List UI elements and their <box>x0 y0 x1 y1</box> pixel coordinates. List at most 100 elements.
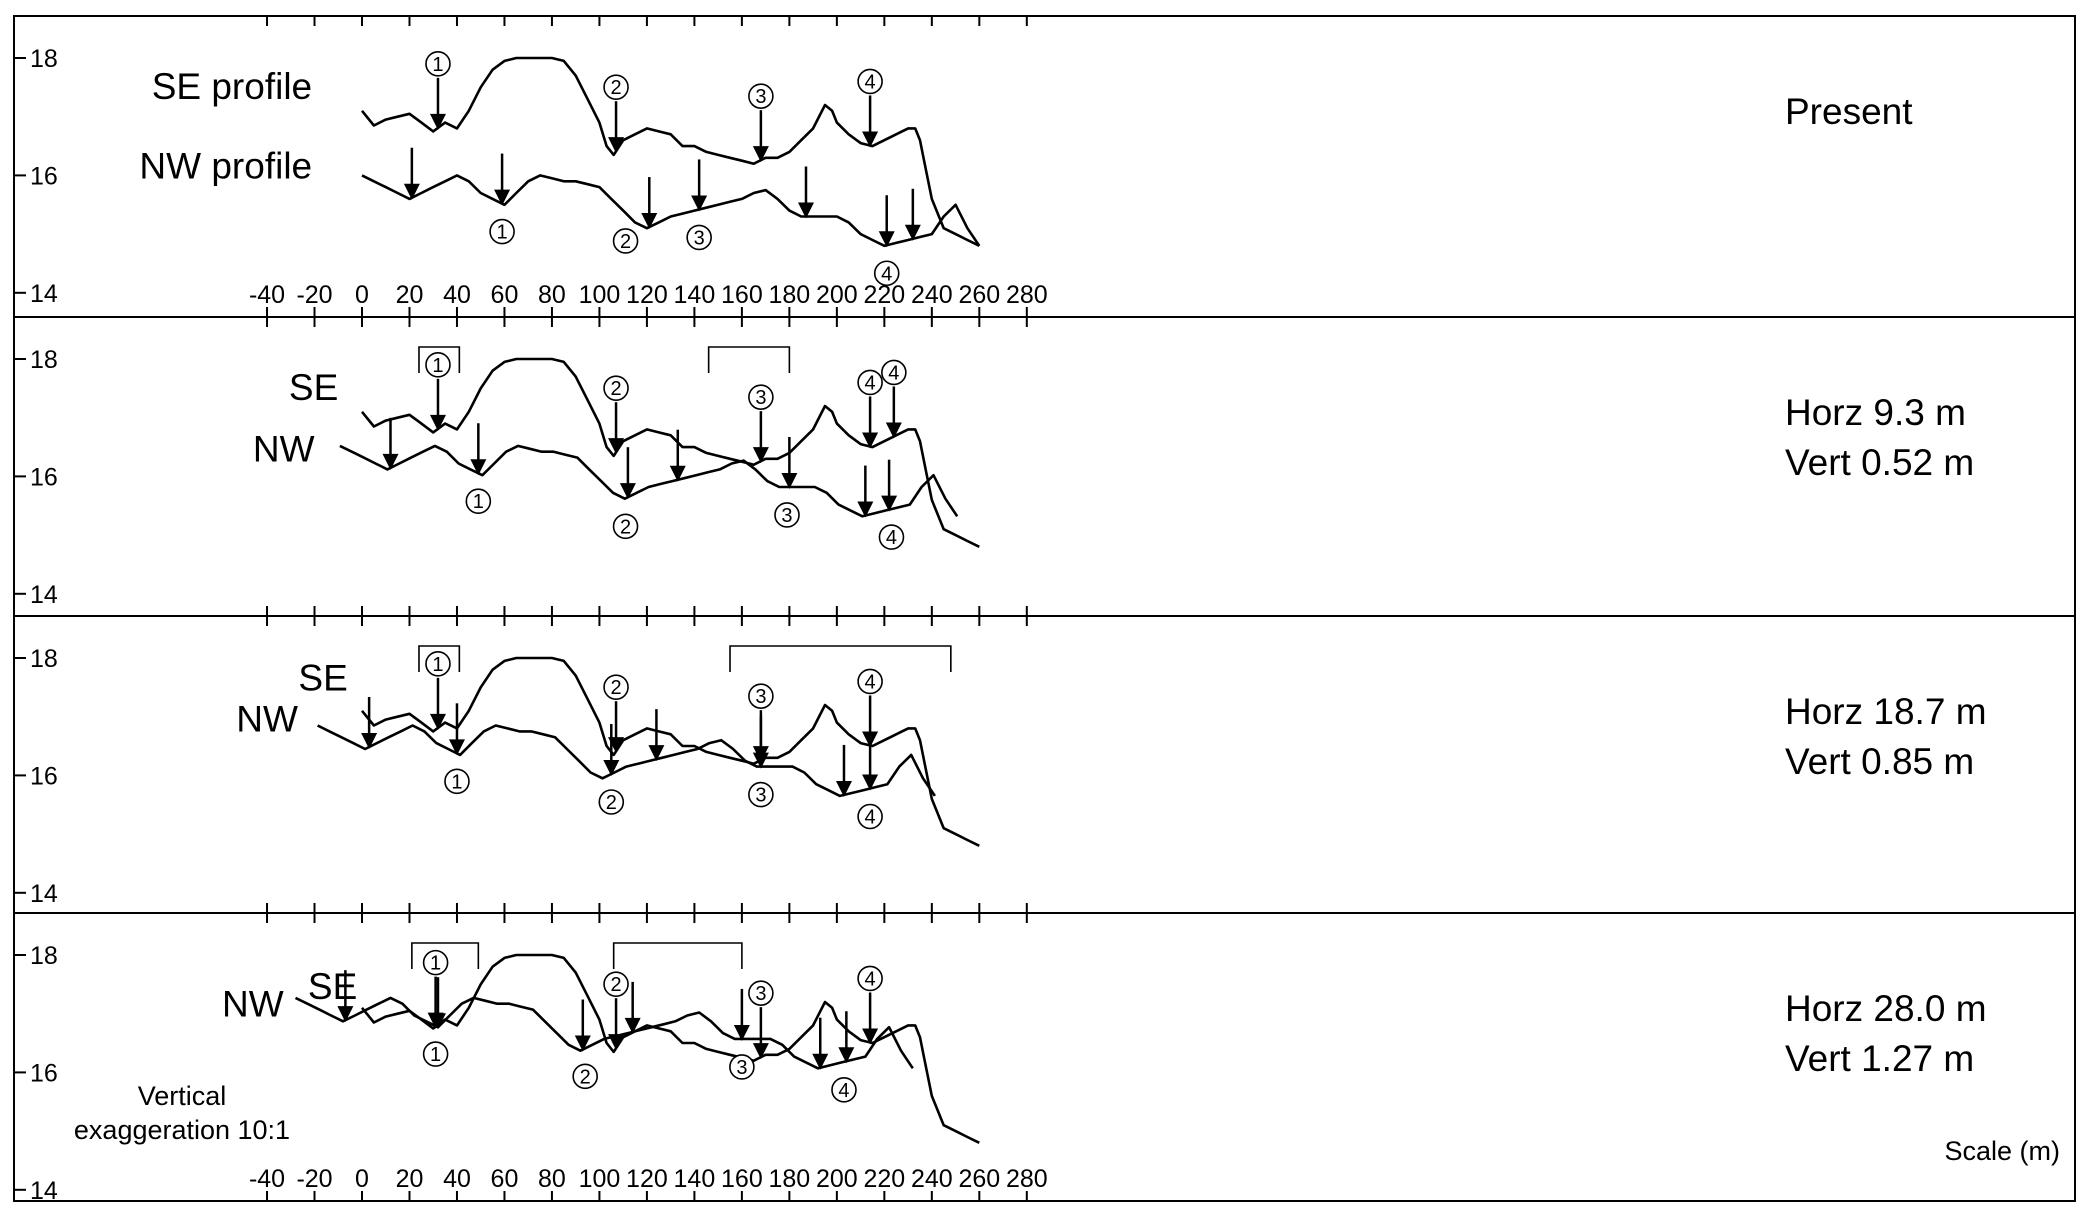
nw-arrow-1-head <box>403 183 420 200</box>
curve-label-nw: NW <box>236 698 298 739</box>
curve-label-nw: NW <box>253 429 315 470</box>
se-marker-label-2-number: 2 <box>610 77 621 99</box>
panel-offset-label: Present <box>1785 91 1913 132</box>
se-marker-label-1-number: 1 <box>430 953 441 975</box>
se-profile-line <box>360 56 980 247</box>
nw-marker-label-4: 4 <box>831 1077 857 1103</box>
curve-label-se: SE <box>289 367 338 408</box>
nw-marker-label-4: 4 <box>873 260 900 287</box>
se-profile-line <box>360 357 980 548</box>
x-tick-label: 100 <box>579 281 621 309</box>
nw-profile-line <box>361 174 981 248</box>
x-tick-label: 0 <box>355 281 369 309</box>
x-tick-label: 160 <box>721 281 763 309</box>
x-tick-label: -20 <box>296 281 332 309</box>
nw-marker-label-4-circle <box>831 1077 857 1103</box>
nw-marker-label-3: 3 <box>686 224 712 251</box>
nw-marker-label-2-number: 2 <box>606 792 617 814</box>
nw-arrow-5-head <box>733 1024 750 1041</box>
se-marker-label-5: 4 <box>881 359 907 386</box>
se-marker-label-4-circle <box>857 369 883 396</box>
x-tick-label: 40 <box>443 281 471 309</box>
se-marker-label-4: 4 <box>857 68 883 95</box>
nw-arrow-2 <box>494 153 511 206</box>
curve-label-se-profile: SE profile <box>152 66 312 107</box>
nw-arrow-6-head <box>857 501 874 518</box>
nw-arrow-5-head <box>781 472 798 489</box>
nw-arrow-6 <box>812 1017 829 1070</box>
nw-arrow-2-head <box>429 1013 446 1030</box>
y-tick-label: 18 <box>30 346 58 374</box>
se-marker-label-2-number: 2 <box>610 974 621 996</box>
x-tick-label: 120 <box>626 1165 668 1193</box>
nw-arrow-1-head <box>361 732 378 749</box>
nw-marker-label-1-circle <box>465 488 492 515</box>
nw-arrow-3 <box>619 447 636 500</box>
se-marker-label-2: 2 <box>603 971 629 997</box>
se-arrow-3 <box>752 110 769 163</box>
y-tick-label: 16 <box>30 162 58 190</box>
se-marker-label-2-circle <box>603 74 629 100</box>
x-tick-label: -40 <box>249 1165 285 1193</box>
nw-arrow-4-head <box>691 195 708 212</box>
nw-marker-label-3-circle <box>774 502 800 528</box>
curve-label-nw-profile: NW profile <box>139 145 312 186</box>
nw-arrow-7 <box>881 459 898 512</box>
se-marker-label-1: 1 <box>425 651 451 677</box>
se-arrow-4 <box>862 992 879 1045</box>
y-tick-label: 16 <box>30 762 58 790</box>
nw-arrow-2 <box>470 423 487 476</box>
nw-arrow-1 <box>361 696 378 749</box>
nw-marker-label-4-circle <box>857 803 883 830</box>
x-tick-label: 220 <box>863 1165 905 1193</box>
nw-marker-label-4-number: 4 <box>886 527 897 549</box>
panel-offset-label: Vert 1.27 m <box>1785 1038 1974 1079</box>
se-arrow-4-head <box>862 1028 879 1045</box>
panel-offset-label: Horz 28.0 m <box>1785 988 1987 1029</box>
nw-arrow-7-head <box>881 495 898 512</box>
y-tick-label: 14 <box>30 1177 58 1205</box>
nw-arrow-4-head <box>648 745 665 762</box>
se-arrow-2 <box>608 998 625 1051</box>
x-tick-label: 60 <box>491 1165 519 1193</box>
x-tick-label: 0 <box>355 1165 369 1193</box>
se-marker-label-1: 1 <box>425 51 451 77</box>
x-axis-label: Scale (m) <box>1944 1136 2060 1166</box>
se-arrow-4 <box>862 95 879 148</box>
nw-arrow-1 <box>382 417 399 470</box>
nw-arrow-3 <box>603 723 620 776</box>
vertical-exaggeration-annotation: Vertical exaggeration 10:1 <box>74 1081 290 1145</box>
se-marker-label-1-circle <box>425 651 451 677</box>
nw-arrow-7-head <box>862 774 879 791</box>
panel-offset-label: Vert 0.85 m <box>1785 741 1974 782</box>
x-tick-label: 260 <box>958 281 1000 309</box>
se-profile-line <box>360 656 980 847</box>
x-tick-label: 240 <box>911 281 953 309</box>
nw-marker-label-2: 2 <box>598 789 625 815</box>
panel-offset-label: Horz 18.7 m <box>1785 691 1987 732</box>
panel-offset-label: Vert 0.52 m <box>1785 442 1974 483</box>
se-marker-label-1-number: 1 <box>432 654 443 676</box>
y-tick-label: 14 <box>30 581 58 609</box>
x-tick-label: 280 <box>1006 281 1048 309</box>
nw-arrow-5 <box>781 436 798 489</box>
panel-frame <box>13 15 2076 318</box>
nw-arrow-5 <box>752 716 769 769</box>
se-arrow-4 <box>862 396 879 449</box>
nw-arrow-6 <box>878 195 895 248</box>
nw-profile-line <box>294 996 914 1070</box>
se-arrow-5-head <box>885 422 902 439</box>
match-bracket-1 <box>418 645 461 672</box>
nw-arrow-7-head <box>904 224 921 241</box>
nw-arrow-6 <box>857 465 874 518</box>
x-tick-label: 200 <box>816 1165 858 1193</box>
se-arrow-3-head <box>752 146 769 163</box>
nw-marker-label-2: 2 <box>612 513 639 540</box>
se-arrow-2-head <box>608 438 625 455</box>
match-bracket-1 <box>418 346 461 373</box>
x-tick-label: 280 <box>1006 1165 1048 1193</box>
panel-frame <box>13 912 2076 1202</box>
se-marker-label-4: 4 <box>857 369 883 396</box>
